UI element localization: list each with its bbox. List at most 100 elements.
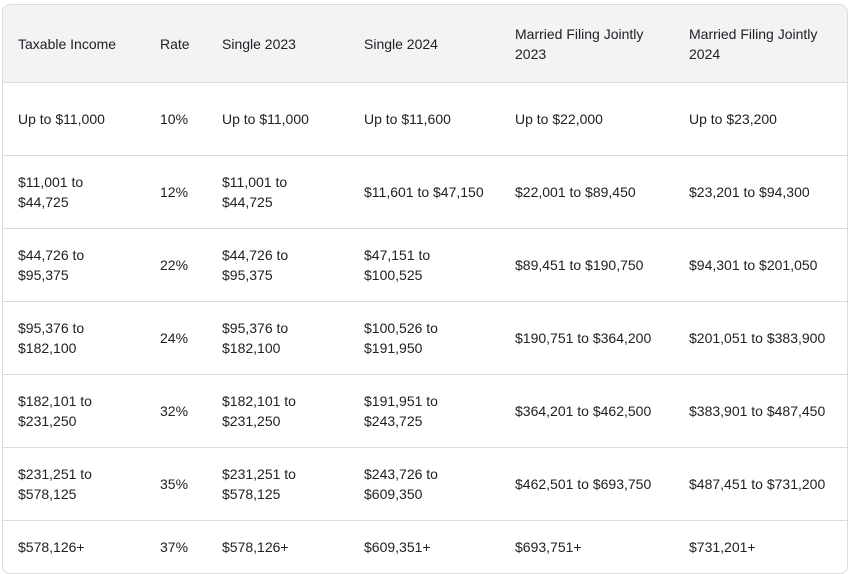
table-body: Up to $11,000 10% Up to $11,000 Up to $11,6… bbox=[3, 82, 847, 573]
cell-text: $190,751 to $364,200 bbox=[515, 330, 652, 346]
cell-text: $364,201 to $462,500 bbox=[515, 403, 652, 419]
cell-text: Up to $11,000 bbox=[18, 111, 105, 127]
header-cell: Taxable Income bbox=[3, 5, 145, 83]
cell-text: $383,901 to $487,450 bbox=[689, 403, 826, 419]
cell-text: $609,351+ bbox=[364, 539, 431, 555]
table-row: $44,726 to $95,375 22% $44,726 to $95,375 $… bbox=[3, 228, 847, 302]
table-cell: Up to $11,000 bbox=[3, 82, 145, 156]
table-row: $578,126+ 37% $578,126+ $609,351+ $693,751+ $… bbox=[3, 520, 847, 573]
table-cell: $578,126+ bbox=[3, 520, 145, 573]
table-cell: 37% bbox=[145, 520, 207, 573]
table-cell: $201,051 to $383,900 bbox=[674, 301, 847, 375]
cell-text: $578,126+ bbox=[222, 539, 289, 555]
cell-text: 12% bbox=[160, 184, 189, 200]
table-cell: $231,251 to $578,125 bbox=[3, 447, 145, 521]
cell-text: 10% bbox=[160, 111, 189, 127]
cell-text: $191,951 to $243,725 bbox=[364, 393, 438, 429]
table-cell: Up to $11,600 bbox=[349, 82, 500, 156]
table-cell: $693,751+ bbox=[500, 520, 674, 573]
table-cell: $44,726 to $95,375 bbox=[207, 228, 349, 302]
table-cell: $23,201 to $94,300 bbox=[674, 155, 847, 229]
table-row: $11,001 to $44,725 12% $11,001 to $44,725 $… bbox=[3, 155, 847, 229]
cell-text: $94,301 to $201,050 bbox=[689, 257, 818, 273]
cell-text: 24% bbox=[160, 330, 189, 346]
cell-text: $89,451 to $190,750 bbox=[515, 257, 644, 273]
header-cell: Single 2023 bbox=[207, 5, 349, 83]
cell-text: $231,251 to $578,125 bbox=[222, 466, 296, 502]
cell-text: $22,001 to $89,450 bbox=[515, 184, 636, 200]
cell-text: $95,376 to $182,100 bbox=[222, 320, 289, 356]
table-cell: $731,201+ bbox=[674, 520, 847, 573]
table-cell: $47,151 to $100,525 bbox=[349, 228, 500, 302]
cell-text: $578,126+ bbox=[18, 539, 85, 555]
cell-text: $44,726 to $95,375 bbox=[18, 247, 85, 283]
cell-text: $95,376 to $182,100 bbox=[18, 320, 85, 356]
table-cell: $95,376 to $182,100 bbox=[3, 301, 145, 375]
table-cell: $487,451 to $731,200 bbox=[674, 447, 847, 521]
table-cell: $95,376 to $182,100 bbox=[207, 301, 349, 375]
table-cell: $231,251 to $578,125 bbox=[207, 447, 349, 521]
table-cell: $578,126+ bbox=[207, 520, 349, 573]
header-cell: Single 2024 bbox=[349, 5, 500, 83]
table-cell: 35% bbox=[145, 447, 207, 521]
cell-text: 35% bbox=[160, 476, 189, 492]
table-cell: $89,451 to $190,750 bbox=[500, 228, 674, 302]
table-cell: $11,001 to $44,725 bbox=[3, 155, 145, 229]
table-cell: Up to $11,000 bbox=[207, 82, 349, 156]
table-cell: $609,351+ bbox=[349, 520, 500, 573]
cell-text: $693,751+ bbox=[515, 539, 582, 555]
table-cell: $44,726 to $95,375 bbox=[3, 228, 145, 302]
cell-text: $182,101 to $231,250 bbox=[18, 393, 92, 429]
cell-text: 32% bbox=[160, 403, 189, 419]
table-cell: $383,901 to $487,450 bbox=[674, 374, 847, 448]
table-cell: 32% bbox=[145, 374, 207, 448]
table-cell: 10% bbox=[145, 82, 207, 156]
table-row: $231,251 to $578,125 35% $231,251 to $578,… bbox=[3, 447, 847, 521]
cell-text: Up to $23,200 bbox=[689, 111, 777, 127]
header-cell: Married Filing Jointly 2024 bbox=[674, 5, 847, 83]
header-row: Taxable Income Rate Single 2023 Single 2024… bbox=[3, 5, 847, 83]
cell-text: $487,451 to $731,200 bbox=[689, 476, 826, 492]
cell-text: $11,001 to $44,725 bbox=[18, 174, 84, 210]
table-cell: $11,001 to $44,725 bbox=[207, 155, 349, 229]
table-cell: $100,526 to $191,950 bbox=[349, 301, 500, 375]
cell-text: $182,101 to $231,250 bbox=[222, 393, 296, 429]
tax-table-card: Taxable Income Rate Single 2023 Single 2024… bbox=[2, 4, 848, 574]
cell-text: Up to $22,000 bbox=[515, 111, 603, 127]
cell-text: $462,501 to $693,750 bbox=[515, 476, 652, 492]
cell-text: Up to $11,600 bbox=[364, 111, 451, 127]
cell-text: $243,726 to $609,350 bbox=[364, 466, 438, 502]
table-row: $95,376 to $182,100 24% $95,376 to $182,10… bbox=[3, 301, 847, 375]
cell-text: $11,001 to $44,725 bbox=[222, 174, 288, 210]
cell-text: $731,201+ bbox=[689, 539, 756, 555]
page: Taxable Income Rate Single 2023 Single 2024… bbox=[2, 4, 848, 574]
tax-table: Taxable Income Rate Single 2023 Single 2024… bbox=[3, 5, 847, 573]
cell-text: $201,051 to $383,900 bbox=[689, 330, 826, 346]
table-cell: $243,726 to $609,350 bbox=[349, 447, 500, 521]
cell-text: $11,601 to $47,150 bbox=[364, 184, 484, 200]
cell-text: 22% bbox=[160, 257, 189, 273]
table-cell: $182,101 to $231,250 bbox=[207, 374, 349, 448]
header-cell: Rate bbox=[145, 5, 207, 83]
table-cell: $11,601 to $47,150 bbox=[349, 155, 500, 229]
table-cell: $191,951 to $243,725 bbox=[349, 374, 500, 448]
table-cell: $364,201 to $462,500 bbox=[500, 374, 674, 448]
table-cell: Up to $23,200 bbox=[674, 82, 847, 156]
table-cell: 24% bbox=[145, 301, 207, 375]
table-cell: $182,101 to $231,250 bbox=[3, 374, 145, 448]
header-cell: Married Filing Jointly 2023 bbox=[500, 5, 674, 83]
cell-text: $44,726 to $95,375 bbox=[222, 247, 289, 283]
table-row: $182,101 to $231,250 32% $182,101 to $231,… bbox=[3, 374, 847, 448]
table-cell: $190,751 to $364,200 bbox=[500, 301, 674, 375]
cell-text: Up to $11,000 bbox=[222, 111, 309, 127]
cell-text: 37% bbox=[160, 539, 189, 555]
table-cell: Up to $22,000 bbox=[500, 82, 674, 156]
cell-text: $100,526 to $191,950 bbox=[364, 320, 438, 356]
table-cell: $462,501 to $693,750 bbox=[500, 447, 674, 521]
table-cell: 12% bbox=[145, 155, 207, 229]
cell-text: $231,251 to $578,125 bbox=[18, 466, 92, 502]
cell-text: $47,151 to $100,525 bbox=[364, 247, 431, 283]
table-row: Up to $11,000 10% Up to $11,000 Up to $11,6… bbox=[3, 82, 847, 156]
table-cell: $22,001 to $89,450 bbox=[500, 155, 674, 229]
table-cell: $94,301 to $201,050 bbox=[674, 228, 847, 302]
